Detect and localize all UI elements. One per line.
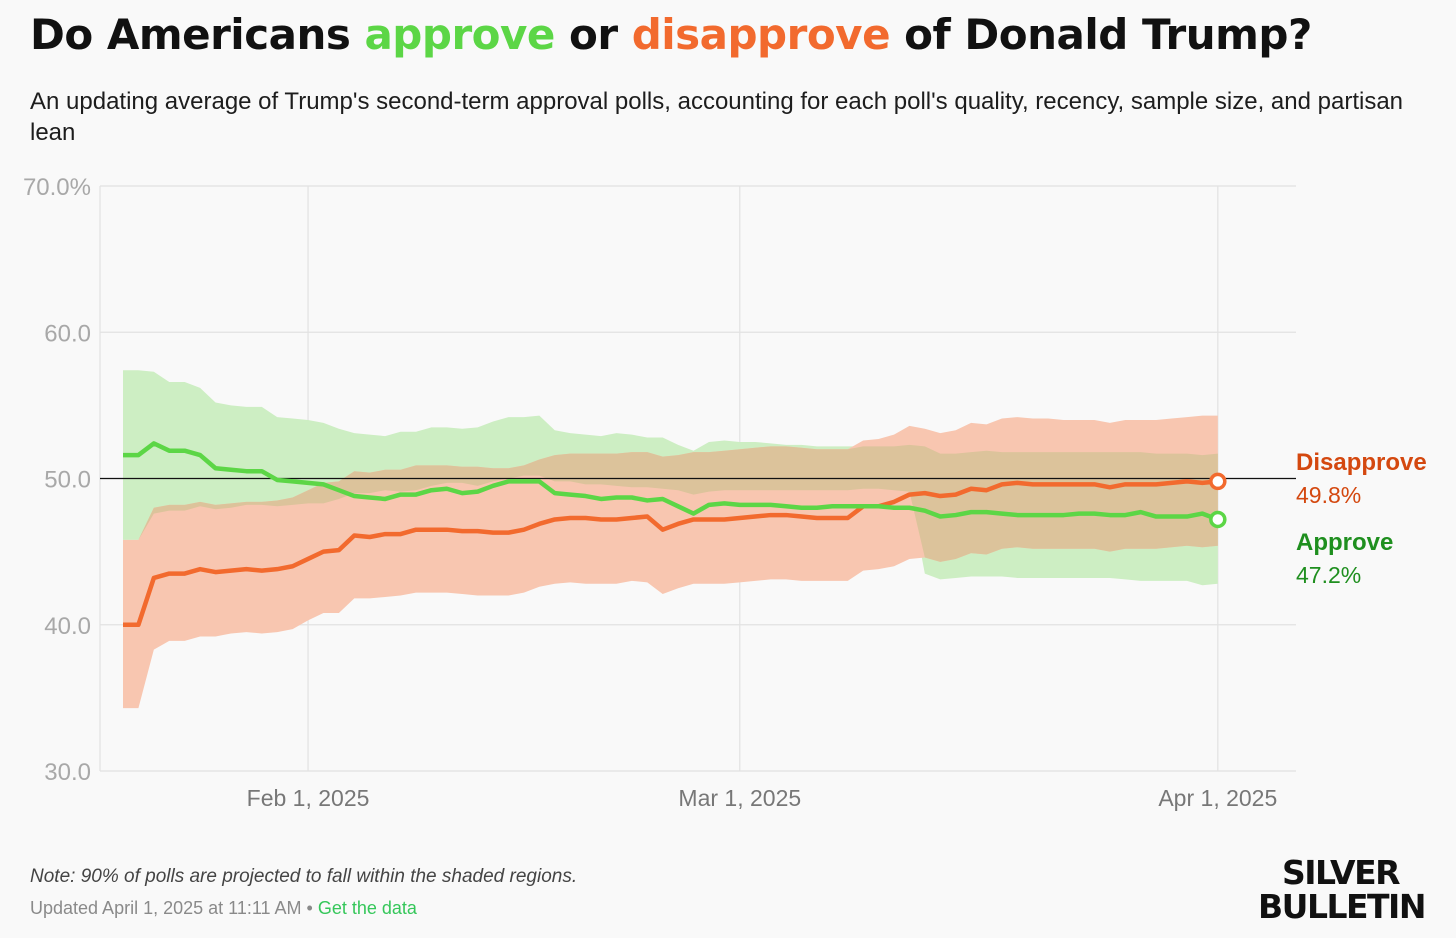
chart-subtitle: An updating average of Trump's second-te… (30, 88, 1404, 146)
approve-end-value: 47.2% (1296, 562, 1361, 588)
approve-end-point (1209, 510, 1227, 529)
approve-end-label: Approve (1296, 529, 1393, 556)
y-tick-label: 50.0 (44, 467, 91, 494)
y-tick-label: 30.0 (44, 759, 91, 786)
title-word-disapprove: disapprove (631, 10, 891, 59)
title-part-3: or (554, 10, 632, 59)
chart-title: Do Americans approve or disapprove of Do… (30, 10, 1312, 59)
y-tick-label: 70.0% (23, 174, 91, 201)
disapprove-end-label: Disapprove (1296, 449, 1427, 476)
silver-bulletin-logo: SILVER BULLETIN (1258, 853, 1426, 926)
disapprove-end-value: 49.8% (1296, 482, 1361, 508)
approve-line (123, 441, 1219, 522)
get-data-link[interactable]: Get the data (317, 898, 417, 918)
title-part-1: Do Americans (30, 10, 365, 59)
update-info: Updated April 1, 2025 at 11:11 AM • Get … (30, 898, 417, 919)
x-tick-label: Mar 1, 2025 (678, 785, 801, 811)
y-tick-label: 60.0 (44, 320, 91, 347)
logo-line-silver: SILVER (1282, 853, 1401, 892)
y-tick-label: 40.0 (44, 613, 91, 640)
title-part-5: of Donald Trump? (890, 10, 1312, 59)
disapprove-line (123, 479, 1219, 627)
disapprove-end-point (1209, 472, 1227, 491)
x-tick-label: Feb 1, 2025 (247, 785, 370, 811)
separator-dot: • (306, 898, 313, 918)
updated-timestamp: Updated April 1, 2025 at 11:11 AM (30, 898, 302, 918)
footnote: Note: 90% of polls are projected to fall… (30, 866, 578, 887)
x-tick-label: Apr 1, 2025 (1158, 785, 1277, 811)
logo-line-bulletin: BULLETIN (1258, 887, 1426, 926)
overlap-band (123, 444, 1218, 562)
title-word-approve: approve (364, 10, 555, 59)
